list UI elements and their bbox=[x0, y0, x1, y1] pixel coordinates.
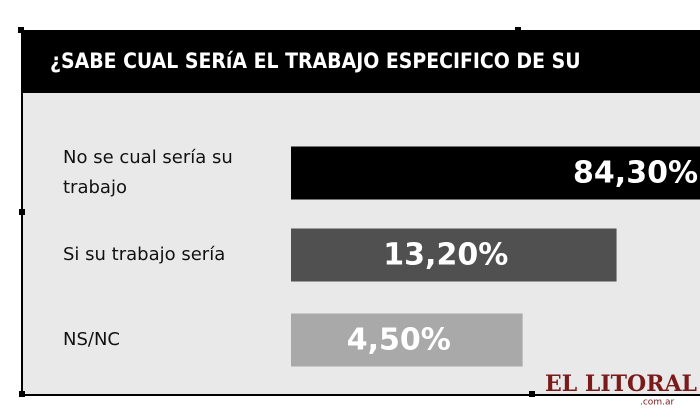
category-label: NS/NC bbox=[63, 329, 120, 350]
bar bbox=[291, 313, 523, 367]
handle bbox=[19, 391, 25, 397]
handle bbox=[19, 209, 25, 215]
watermark: EL LITORAL bbox=[545, 371, 697, 397]
title-bar bbox=[22, 30, 700, 93]
handle bbox=[515, 27, 521, 33]
chart-title: ¿SABE CUAL SERíA EL TRABAJO ESPECIFICO D… bbox=[50, 49, 581, 73]
bar bbox=[291, 228, 617, 282]
watermark-domain: .com.ar bbox=[640, 398, 674, 408]
category-label: No se cual sería su trabajo bbox=[63, 147, 239, 198]
value-label: 84,30% bbox=[573, 156, 698, 191]
value-label: 4,50% bbox=[347, 323, 451, 358]
value-label: 13,20% bbox=[383, 238, 508, 273]
handle bbox=[18, 27, 24, 33]
bar bbox=[291, 146, 700, 200]
category-label: Si su trabajo sería bbox=[63, 244, 225, 265]
handle bbox=[529, 391, 535, 397]
